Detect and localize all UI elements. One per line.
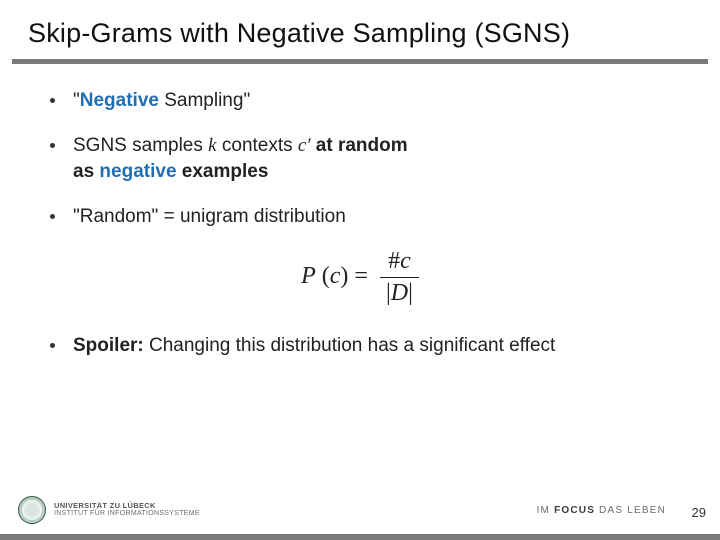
bullet-4: Spoiler: Changing this distribution has … — [50, 333, 670, 360]
b1-negative-word: Negative — [80, 90, 159, 111]
formula-open: ( — [316, 263, 330, 289]
num-c: c — [400, 248, 411, 274]
formula-denominator: |D| — [380, 278, 419, 307]
university-text: UNIVERSITÄT ZU LÜBECK INSTITUT FÜR INFOR… — [54, 501, 200, 518]
den-bar2: | — [408, 280, 413, 306]
bullet-2: SGNS samples k contexts c′ at random as … — [50, 133, 670, 186]
formula: P (c) = #c |D| — [50, 248, 670, 307]
bullet-dot-icon — [50, 143, 55, 148]
b2-mid: contexts — [217, 135, 298, 156]
b2-pre: SGNS samples — [73, 135, 208, 156]
slide-title: Skip-Grams with Negative Sampling (SGNS) — [0, 0, 720, 49]
motto-pre: IM — [537, 505, 555, 516]
uni-line1: UNIVERSITÄT ZU LÜBECK — [54, 501, 200, 510]
bullet-1-text: "Negative Sampling" — [73, 88, 250, 115]
bullet-3: "Random" = unigram distribution — [50, 204, 670, 231]
num-hash: # — [388, 248, 400, 274]
content-area: "Negative Sampling" SGNS samples k conte… — [0, 64, 720, 360]
university-seal-icon — [18, 496, 46, 524]
formula-close-eq: ) = — [340, 263, 368, 289]
motto-bold: FOCUS — [554, 505, 595, 516]
b2-examples: examples — [177, 161, 269, 182]
b1-quote-open: " — [73, 90, 80, 111]
footer-motto: IM FOCUS DAS LEBEN — [537, 505, 666, 516]
bullet-dot-icon — [50, 343, 55, 348]
b1-rest: Sampling" — [159, 90, 250, 111]
formula-c: c — [330, 263, 341, 289]
formula-fraction: #c |D| — [380, 248, 419, 307]
b4-spoiler: Spoiler: — [73, 335, 144, 356]
b1-negative: Negative — [80, 90, 159, 111]
formula-numerator: #c — [380, 248, 419, 278]
b2-cprime: c′ — [298, 135, 311, 156]
b2-k: k — [208, 135, 216, 156]
b4-rest: Changing this distribution has a signifi… — [144, 335, 556, 356]
page-number: 29 — [692, 505, 706, 520]
uni-line2: INSTITUT FÜR INFORMATIONSSYSTEME — [54, 510, 200, 518]
bullet-4-text: Spoiler: Changing this distribution has … — [73, 333, 555, 360]
b2-as: as — [73, 161, 99, 182]
den-D: D — [391, 280, 408, 306]
bullet-dot-icon — [50, 214, 55, 219]
b2-atrandom: at random — [311, 135, 408, 156]
bullet-3-text: "Random" = unigram distribution — [73, 204, 346, 231]
bullet-2-text: SGNS samples k contexts c′ at random as … — [73, 133, 408, 186]
footer-left: UNIVERSITÄT ZU LÜBECK INSTITUT FÜR INFOR… — [18, 496, 200, 524]
bottom-bar — [0, 534, 720, 540]
motto-post: DAS LEBEN — [595, 505, 666, 516]
formula-P: P — [301, 263, 316, 289]
b2-negative-word: negative — [99, 161, 176, 182]
bullet-1: "Negative Sampling" — [50, 88, 670, 115]
footer: UNIVERSITÄT ZU LÜBECK INSTITUT FÜR INFOR… — [0, 490, 720, 530]
bullet-dot-icon — [50, 98, 55, 103]
